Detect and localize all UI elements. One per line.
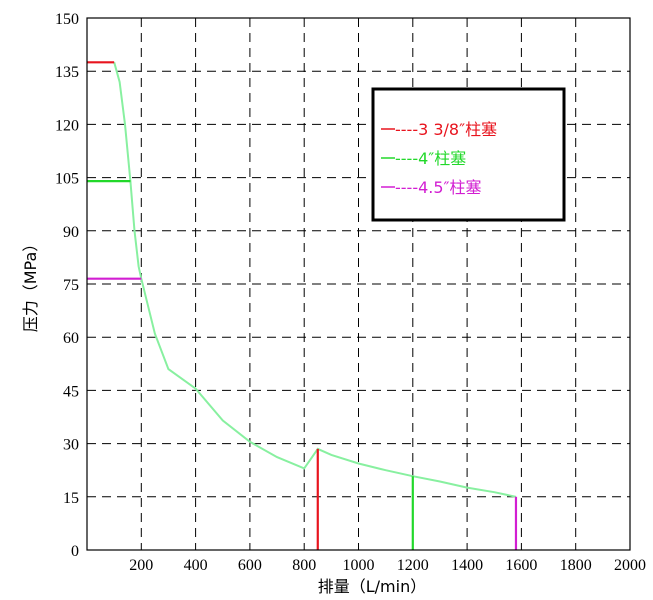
x-axis-label: 排量（L/min） <box>318 577 426 596</box>
x-tick-label: 400 <box>184 557 208 574</box>
x-tick-label: 200 <box>129 557 153 574</box>
x-tick-label: 600 <box>238 557 262 574</box>
y-tick-label: 0 <box>71 543 79 560</box>
x-tick-label: 1000 <box>343 557 375 574</box>
legend-entry-4: ----4″柱塞 <box>395 149 466 168</box>
y-tick-label: 120 <box>55 117 79 134</box>
legend-entry-3-3-8: ----3 3/8″柱塞 <box>395 120 497 139</box>
y-axis-label: 压力（MPa） <box>21 236 40 333</box>
y-tick-label: 45 <box>63 383 79 400</box>
series-lines <box>87 61 518 550</box>
y-tick-label: 75 <box>63 277 79 294</box>
y-tick-label: 15 <box>63 490 79 507</box>
y-tick-label: 60 <box>63 330 79 347</box>
x-tick-label: 1200 <box>397 557 429 574</box>
x-tick-label: 2000 <box>614 557 646 574</box>
x-tick-label: 1600 <box>505 557 537 574</box>
x-tick-label: 1800 <box>560 557 592 574</box>
x-tick-label: 800 <box>292 557 316 574</box>
y-tick-label: 90 <box>63 224 79 241</box>
plot-frame <box>86 17 631 551</box>
y-tick-label: 150 <box>55 11 79 28</box>
tick-labels: 200 400 600 800 1000 1200 1400 1600 1800 2000 0 15 3… <box>55 11 646 574</box>
y-tick-label: 30 <box>63 437 79 454</box>
x-tick-label: 1400 <box>451 557 483 574</box>
legend: ----3 3/8″柱塞 ----4″柱塞 ----4.5″柱塞 <box>371 87 566 222</box>
performance-curve <box>113 62 517 498</box>
y-tick-label: 105 <box>55 171 79 188</box>
legend-box <box>371 87 566 222</box>
legend-entry-4-5: ----4.5″柱塞 <box>395 178 482 197</box>
y-tick-label: 135 <box>55 64 79 81</box>
